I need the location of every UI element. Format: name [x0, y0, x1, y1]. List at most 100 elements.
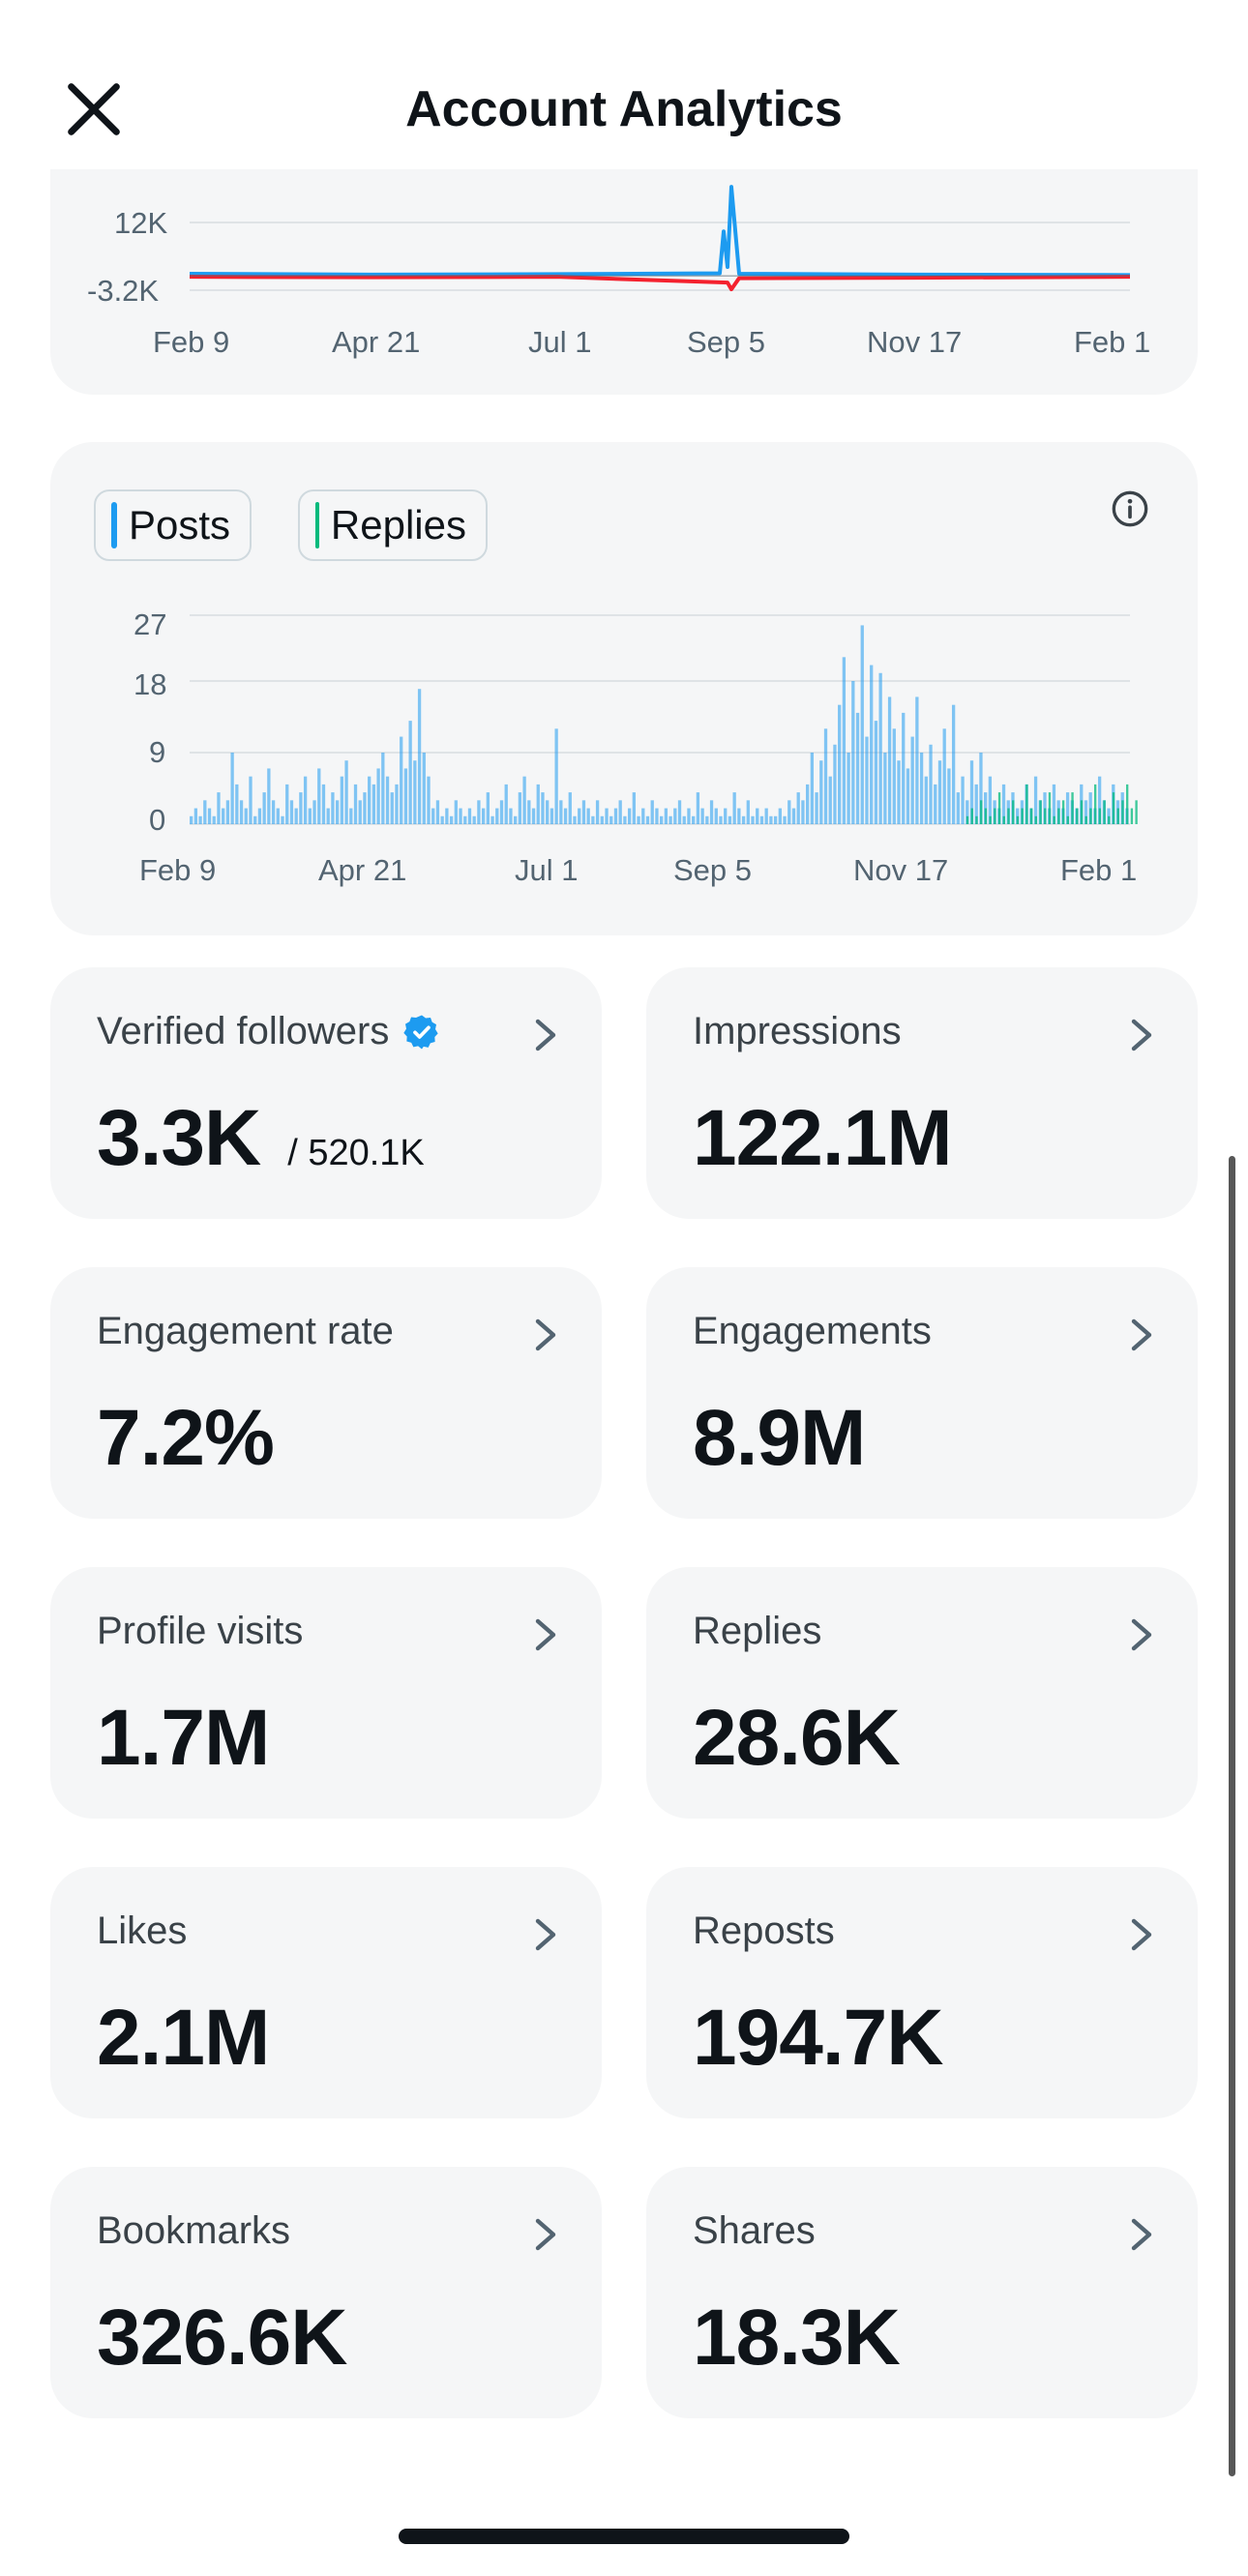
stat-card-likes[interactable]: Likes 2.1M — [50, 1867, 602, 2118]
bar-replies — [1116, 808, 1119, 824]
bar-posts — [285, 784, 289, 824]
x-tick-label: Feb 9 — [139, 853, 217, 887]
bar-posts — [203, 800, 207, 824]
bar-posts — [724, 808, 728, 824]
stat-card-engagement-rate[interactable]: Engagement rate 7.2% — [50, 1267, 602, 1519]
legend-posts-label: Posts — [128, 502, 230, 548]
bar-posts — [358, 800, 362, 824]
bar-posts — [276, 808, 280, 824]
posts-replies-chart — [190, 614, 1138, 825]
x-tick-label: Jul 1 — [515, 853, 579, 887]
bar-posts — [984, 792, 988, 824]
stat-card-impressions[interactable]: Impressions 122.1M — [646, 967, 1198, 1219]
y-tick-label: 12K — [114, 206, 168, 240]
chevron-right-icon — [1131, 1618, 1152, 1651]
bar-replies — [1085, 815, 1087, 824]
bar-posts — [340, 776, 344, 824]
stat-value: 1.7M — [97, 1694, 270, 1782]
verified-badge-icon — [403, 1015, 439, 1049]
bar-posts — [294, 808, 298, 824]
home-indicator[interactable] — [399, 2529, 849, 2544]
bar-posts — [371, 784, 376, 824]
bar-replies — [1044, 808, 1047, 824]
bar-posts — [637, 815, 640, 824]
stat-label: Engagement rate — [97, 1310, 394, 1352]
bar-posts — [212, 815, 216, 824]
bar-replies — [1029, 808, 1033, 824]
bar-posts — [956, 792, 960, 824]
stat-value: 8.9M — [693, 1394, 866, 1482]
bar-posts — [942, 728, 946, 824]
bar-posts — [222, 808, 225, 824]
bar-posts — [1001, 784, 1006, 824]
x-tick-label: Apr 21 — [318, 853, 407, 887]
bar-posts — [400, 736, 403, 824]
stat-value: 7.2% — [97, 1394, 275, 1482]
stat-card-replies[interactable]: Replies 28.6K — [646, 1567, 1198, 1819]
stat-card-reposts[interactable]: Reposts 194.7K — [646, 1867, 1198, 2118]
close-button[interactable] — [60, 75, 128, 143]
bar-posts — [536, 784, 540, 824]
bar-posts — [700, 808, 704, 824]
bar-posts — [645, 815, 650, 824]
legend-replies[interactable]: Replies — [298, 489, 488, 561]
stat-label: Shares — [693, 2209, 816, 2252]
bar-posts — [581, 800, 586, 824]
stat-card-verified-followers[interactable]: Verified followers 3.3K / 520.1K — [50, 967, 602, 1219]
bar-posts — [961, 776, 965, 824]
stat-card-profile-visits[interactable]: Profile visits 1.7M — [50, 1567, 602, 1819]
stat-total: / 520.1K — [287, 1133, 425, 1173]
bar-posts — [568, 792, 572, 824]
bar-posts — [249, 776, 253, 824]
bar-replies — [1039, 800, 1042, 824]
y-tick-label: 27 — [134, 607, 167, 641]
legend-posts[interactable]: Posts — [94, 489, 252, 561]
growth-chart-card — [50, 145, 1198, 395]
bar-posts — [605, 808, 609, 824]
bar-posts — [422, 753, 426, 824]
bar-posts — [349, 808, 353, 824]
bar-posts — [591, 815, 595, 824]
bar-replies — [1016, 815, 1020, 824]
bar-posts — [1043, 792, 1047, 824]
x-tick-label: Apr 21 — [332, 325, 421, 359]
stat-card-shares[interactable]: Shares 18.3K — [646, 2167, 1198, 2418]
bar-posts — [966, 800, 969, 824]
bar-replies — [1135, 800, 1138, 824]
bar-posts — [746, 800, 750, 824]
bar-posts — [609, 815, 613, 824]
bar-posts — [435, 800, 440, 824]
bar-posts — [289, 800, 294, 824]
stat-card-bookmarks[interactable]: Bookmarks 326.6K — [50, 2167, 602, 2418]
bar-posts — [527, 800, 531, 824]
bar-posts — [910, 736, 914, 824]
bar-posts — [627, 808, 632, 824]
bar-posts — [472, 815, 476, 824]
bar-replies — [1025, 784, 1028, 824]
bar-replies — [1076, 808, 1079, 824]
info-icon[interactable] — [1111, 489, 1149, 528]
bar-posts — [664, 808, 669, 824]
bar-posts — [321, 784, 326, 824]
bar-posts — [756, 808, 759, 824]
bar-posts — [390, 792, 394, 824]
bar-posts — [449, 815, 454, 824]
bar-posts — [924, 776, 928, 824]
bar-posts — [481, 808, 486, 824]
bar-posts — [988, 776, 993, 824]
bar-posts — [714, 808, 718, 824]
chevron-right-icon — [535, 2218, 556, 2251]
bar-posts — [951, 704, 956, 824]
y-tick-label: 0 — [149, 803, 166, 837]
stat-label: Engagements — [693, 1310, 932, 1352]
bar-posts — [778, 808, 782, 824]
bar-posts — [687, 808, 691, 824]
scrollbar[interactable] — [1229, 1156, 1235, 2476]
bar-posts — [641, 808, 645, 824]
bar-posts — [979, 753, 983, 824]
bar-posts — [408, 721, 412, 824]
bar-posts — [573, 815, 577, 824]
stat-card-engagements[interactable]: Engagements 8.9M — [646, 1267, 1198, 1519]
bar-posts — [705, 815, 709, 824]
bar-replies — [994, 808, 996, 824]
